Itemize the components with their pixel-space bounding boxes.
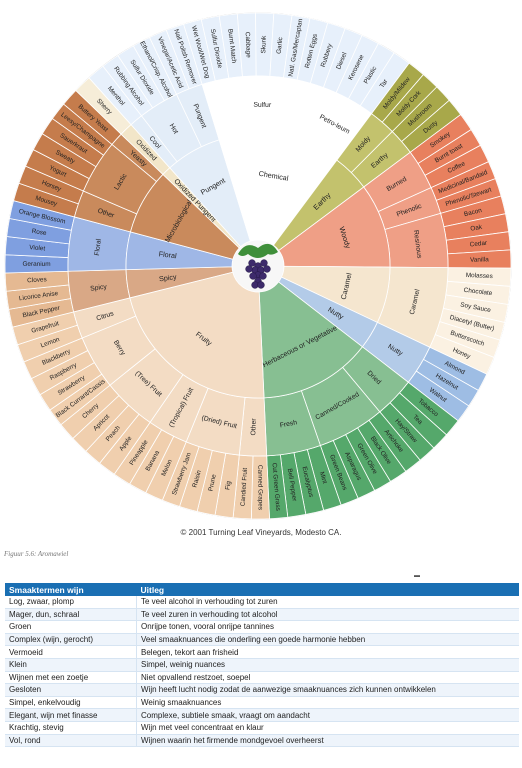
explanation-cell: Te veel alcohol in verhouding tot zuren (136, 596, 519, 609)
aroma-item-label: Raisin (191, 469, 203, 488)
aroma-item-label: Violet (29, 244, 46, 252)
explanation-cell: Belegen, tekort aan frisheid (136, 645, 519, 659)
term-cell: Mager, dun, schraal (5, 608, 137, 622)
aroma-item-label: Cabbage (244, 32, 252, 59)
aroma-item-label: Prune (207, 473, 217, 492)
explanation-cell: Wijn met veel concentraat en klaur (136, 721, 519, 735)
term-cell: Krachtig, stevig (5, 721, 137, 735)
aroma-tier-label: Hot (168, 123, 180, 136)
middle-segment (201, 75, 324, 143)
margin-mark: ▬ (414, 573, 420, 579)
aroma-tier-label: Fresh (279, 419, 298, 429)
term-cell: Groen (5, 620, 137, 634)
inner-segment (218, 133, 338, 246)
figure-caption: Figuur 5.6: Aromawiel (4, 550, 69, 558)
header-term: Smaaktermen wijn (5, 583, 137, 596)
table-row: Krachtig, stevig Wijn met veel concentraa… (5, 721, 519, 735)
aroma-item-label: Skunk (260, 35, 267, 54)
aroma-tier-label: Sulfur (253, 102, 272, 109)
aroma-wheel: Black Pepper Licorice Anise Cloves Spicy Spi… (4, 12, 512, 520)
explanation-cell: Niet opvallend restzoet, soepel (136, 671, 519, 685)
aroma-item-label: Fig (224, 480, 232, 490)
aroma-item-label: Garlic (276, 36, 285, 54)
aroma-item-label: Geranium (22, 261, 50, 268)
aroma-tier-label: Floral (94, 238, 103, 256)
aroma-item-label: Cloves (27, 276, 47, 284)
aroma-category-label: Floral (158, 249, 177, 260)
table-row: Log, zwaar, plomp Te veel alcohol in verh… (5, 596, 519, 609)
table-row: Complex (wijn, gerocht) Veel smaaknuances… (5, 633, 519, 647)
aroma-tier-label: Resinous (412, 230, 423, 260)
wine-terms-table: Smaaktermen wijn Uitleg Log, zwaar, plom… (5, 583, 519, 748)
inner-segment (278, 186, 391, 268)
aroma-tier-label: Other (250, 418, 257, 436)
aroma-category-label: Spicy (158, 272, 177, 283)
explanation-cell: Wijnen waarin het firmende mondgevoel ov… (136, 734, 519, 748)
table-row: Klein Simpel, weinig nuances (5, 658, 519, 672)
explanation-cell: Wijn heeft lucht nodig zodat de aanwezig… (136, 683, 519, 697)
table-row: Vermoeid Belegen, tekort aan frisheid (5, 645, 519, 659)
aroma-item-label: Rose (31, 228, 47, 237)
explanation-cell: Te veel zuren in verhouding tot alcohol (136, 608, 519, 622)
explanation-cell: Veel smaaknuances die onderling een goed… (136, 633, 519, 647)
aroma-item-label: Cedar (469, 240, 488, 249)
aroma-item-label: Candied Fruit (240, 467, 249, 506)
table-row: Wijnen met een zoetje Niet opvallend rest… (5, 671, 519, 685)
table-row: Vol, rond Wijnen waarin het firmende mond… (5, 734, 519, 748)
table-row: Simpel, enkelvoudig Weinig smaaknuances (5, 696, 519, 710)
aroma-item-label: Burnt Match (226, 29, 237, 64)
term-cell: Vermoeid (5, 645, 137, 659)
term-cell: Complex (wijn, gerocht) (5, 633, 137, 647)
table-row: Groen Onrijpe tonen, vooral onrijpe tanni… (5, 620, 519, 634)
term-cell: Simpel, enkelvoudig (5, 696, 137, 710)
inner-segment (258, 281, 363, 399)
table-row: Gesloten Wijn heeft lucht nodig zodat de … (5, 683, 519, 697)
header-explanation: Uitleg (136, 583, 519, 596)
explanation-cell: Complexe, subtiele smaak, vraagt om aand… (136, 708, 519, 722)
term-cell: Log, zwaar, plomp (5, 596, 137, 609)
term-cell: Elegant, wijn met finasse (5, 708, 137, 722)
aroma-item-label: Cut Green Grass (270, 462, 281, 511)
aroma-item-label: Oak (470, 224, 484, 233)
term-cell: Klein (5, 658, 137, 672)
aroma-tier-label: Spicy (90, 283, 108, 292)
term-cell: Gesloten (5, 683, 137, 697)
copyright-line: © 2001 Turning Leaf Vineyards, Modesto C… (180, 528, 342, 537)
explanation-cell: Simpel, weinig nuances (136, 658, 519, 672)
aroma-item-label: Bacon (463, 207, 483, 218)
table-body: Log, zwaar, plomp Te veel alcohol in verh… (5, 596, 519, 748)
aroma-item-label: Mint (318, 471, 328, 485)
grape-cluster-icon (238, 243, 278, 289)
term-cell: Wijnen met een zoetje (5, 671, 137, 685)
aroma-item-label: Vanilla (470, 256, 489, 264)
explanation-cell: Weinig smaaknuances (136, 696, 519, 710)
aroma-item-label: Canned Grapes (256, 465, 263, 510)
term-cell: Vol, rond (5, 734, 137, 748)
table-row: Mager, dun, schraal Te veel zuren in verh… (5, 608, 519, 622)
table-header-row: Smaaktermen wijn Uitleg (5, 583, 519, 596)
table-row: Elegant, wijn met finasse Complexe, subti… (5, 708, 519, 722)
aroma-item-label: Molasses (466, 272, 493, 280)
inner-segment (129, 271, 265, 399)
aroma-item-label: Chocolate (463, 287, 493, 297)
aroma-item-label: Tar (379, 77, 390, 89)
explanation-cell: Onrijpe tonen, vooral onrijpe tannines (136, 620, 519, 634)
